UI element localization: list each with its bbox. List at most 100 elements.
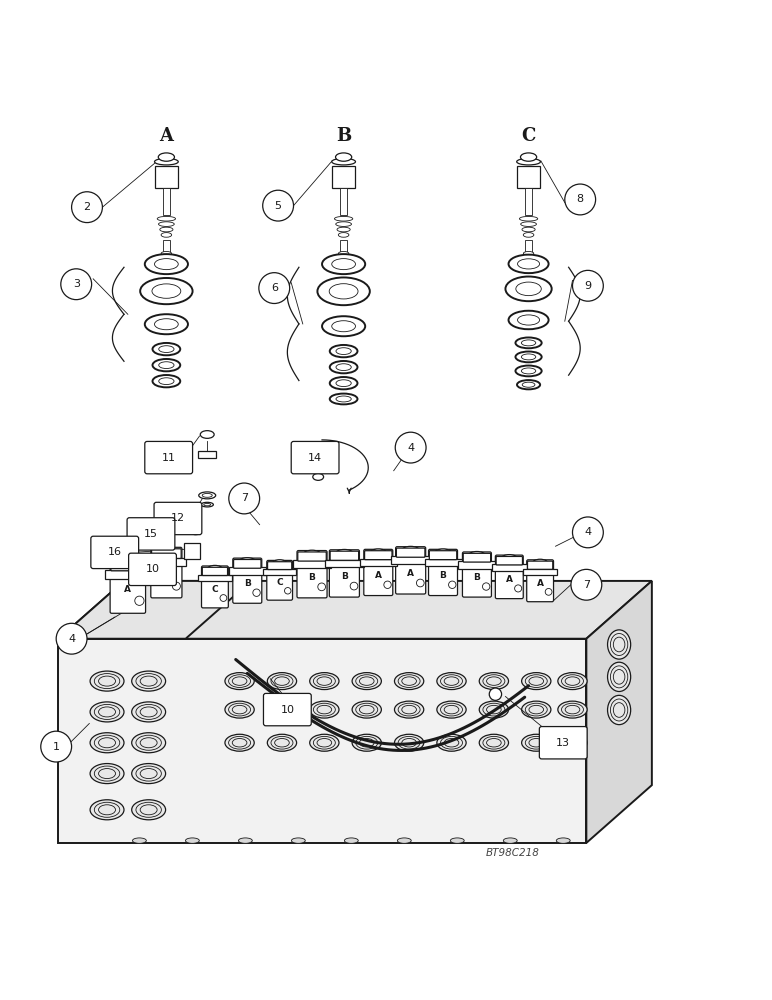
Circle shape xyxy=(135,596,144,605)
FancyBboxPatch shape xyxy=(330,551,359,560)
Ellipse shape xyxy=(310,701,339,718)
Circle shape xyxy=(416,579,424,587)
FancyBboxPatch shape xyxy=(527,560,554,602)
FancyBboxPatch shape xyxy=(527,561,553,569)
Ellipse shape xyxy=(450,838,464,843)
Text: C: C xyxy=(521,127,536,145)
Ellipse shape xyxy=(336,348,351,355)
Ellipse shape xyxy=(435,549,452,556)
Ellipse shape xyxy=(437,701,466,718)
FancyBboxPatch shape xyxy=(462,552,492,597)
Ellipse shape xyxy=(506,277,552,301)
Ellipse shape xyxy=(225,701,254,718)
FancyBboxPatch shape xyxy=(127,518,174,550)
Bar xyxy=(340,188,347,215)
Bar xyxy=(163,188,171,215)
Ellipse shape xyxy=(185,838,199,843)
Text: B: B xyxy=(341,572,348,581)
FancyBboxPatch shape xyxy=(129,553,176,586)
Ellipse shape xyxy=(200,431,214,438)
Ellipse shape xyxy=(239,838,252,843)
Ellipse shape xyxy=(394,734,424,751)
Polygon shape xyxy=(59,581,652,639)
Text: B: B xyxy=(244,579,251,588)
FancyBboxPatch shape xyxy=(396,548,425,557)
Ellipse shape xyxy=(608,695,631,725)
FancyBboxPatch shape xyxy=(233,558,262,603)
Ellipse shape xyxy=(273,560,287,567)
Ellipse shape xyxy=(516,158,540,165)
FancyBboxPatch shape xyxy=(268,562,292,570)
Ellipse shape xyxy=(336,549,353,557)
Ellipse shape xyxy=(145,314,188,334)
Ellipse shape xyxy=(117,558,138,568)
Ellipse shape xyxy=(336,380,351,387)
Text: 4: 4 xyxy=(407,443,415,453)
Ellipse shape xyxy=(352,673,381,690)
Text: B: B xyxy=(336,127,351,145)
Ellipse shape xyxy=(201,502,213,507)
FancyBboxPatch shape xyxy=(496,556,523,565)
Ellipse shape xyxy=(334,216,353,221)
Ellipse shape xyxy=(159,346,174,353)
FancyBboxPatch shape xyxy=(425,559,462,566)
Text: 1: 1 xyxy=(52,742,59,752)
Ellipse shape xyxy=(267,734,296,751)
Ellipse shape xyxy=(159,362,174,369)
FancyBboxPatch shape xyxy=(263,693,311,726)
Circle shape xyxy=(545,588,552,595)
Ellipse shape xyxy=(132,671,166,691)
Ellipse shape xyxy=(520,222,537,226)
FancyBboxPatch shape xyxy=(360,559,397,566)
FancyBboxPatch shape xyxy=(293,560,331,568)
Ellipse shape xyxy=(338,233,349,237)
FancyBboxPatch shape xyxy=(463,553,491,562)
Text: A: A xyxy=(506,575,513,584)
Ellipse shape xyxy=(322,254,365,274)
Ellipse shape xyxy=(437,734,466,751)
FancyBboxPatch shape xyxy=(298,552,327,561)
Circle shape xyxy=(515,585,522,592)
Ellipse shape xyxy=(330,394,357,404)
Circle shape xyxy=(565,184,596,215)
FancyBboxPatch shape xyxy=(492,564,527,571)
Ellipse shape xyxy=(152,284,181,298)
Ellipse shape xyxy=(479,673,509,690)
Text: 5: 5 xyxy=(275,201,282,211)
Polygon shape xyxy=(587,581,652,843)
Ellipse shape xyxy=(522,227,535,232)
Text: 16: 16 xyxy=(108,547,122,557)
Bar xyxy=(184,543,199,559)
Bar xyxy=(525,188,533,215)
Ellipse shape xyxy=(336,222,351,226)
Ellipse shape xyxy=(330,361,357,373)
Text: 2: 2 xyxy=(83,202,90,212)
FancyBboxPatch shape xyxy=(105,570,151,579)
Text: BT98C218: BT98C218 xyxy=(486,848,540,858)
FancyBboxPatch shape xyxy=(516,166,540,188)
Ellipse shape xyxy=(523,233,534,237)
Ellipse shape xyxy=(208,565,222,573)
Ellipse shape xyxy=(437,673,466,690)
Ellipse shape xyxy=(352,734,381,751)
Ellipse shape xyxy=(557,838,571,843)
FancyBboxPatch shape xyxy=(540,727,587,759)
Ellipse shape xyxy=(402,546,419,554)
Ellipse shape xyxy=(158,222,174,226)
Ellipse shape xyxy=(153,359,180,371)
FancyBboxPatch shape xyxy=(496,555,523,599)
Ellipse shape xyxy=(332,321,355,332)
Ellipse shape xyxy=(338,251,349,255)
Circle shape xyxy=(384,581,391,588)
Ellipse shape xyxy=(337,227,350,232)
Ellipse shape xyxy=(520,216,538,221)
Ellipse shape xyxy=(154,259,178,270)
Ellipse shape xyxy=(332,158,355,165)
FancyBboxPatch shape xyxy=(154,502,201,535)
Circle shape xyxy=(449,581,456,588)
Text: 12: 12 xyxy=(171,513,185,523)
FancyBboxPatch shape xyxy=(391,556,430,564)
Text: 10: 10 xyxy=(145,564,160,574)
Text: B: B xyxy=(473,573,480,582)
Text: 11: 11 xyxy=(161,453,176,463)
